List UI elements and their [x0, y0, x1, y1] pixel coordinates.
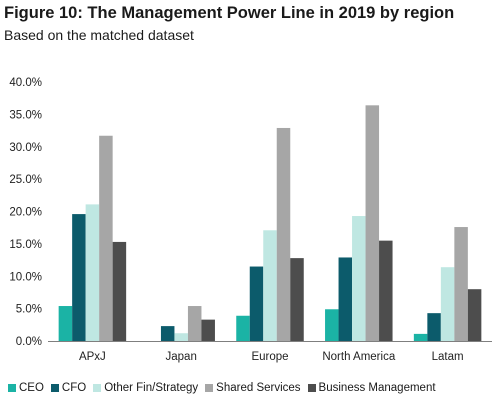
y-tick-label: 35.0% [9, 109, 42, 121]
x-tick-label: APxJ [79, 351, 106, 363]
legend-item: Business Management [307, 382, 436, 394]
legend-label: Other Fin/Strategy [104, 382, 199, 394]
x-tick-label: Japan [166, 351, 197, 363]
bar [454, 227, 468, 341]
bar [413, 333, 428, 341]
bar [99, 135, 113, 341]
bar [365, 105, 380, 341]
legend-swatch [307, 384, 316, 392]
y-tick-label: 30.0% [9, 142, 42, 154]
x-tick-label: Latam [432, 351, 464, 363]
y-tick-label: 40.0% [9, 77, 42, 89]
bar [276, 127, 291, 341]
bar [236, 315, 250, 341]
x-axis: APxJ Japan Europe North America Latam [48, 341, 492, 363]
legend-swatch [205, 384, 214, 392]
bar [263, 230, 277, 341]
chart-subtitle: Based on the matched dataset [4, 27, 194, 43]
bar [338, 257, 353, 341]
y-tick-label: 25.0% [9, 174, 42, 186]
bar [379, 240, 393, 341]
legend-item: Other Fin/Strategy [93, 382, 198, 394]
chart-title: Figure 10: The Management Power Line in … [4, 4, 455, 22]
y-tick-label: 15.0% [9, 239, 42, 251]
bar [440, 267, 455, 341]
bar [187, 306, 202, 341]
bar [249, 266, 264, 341]
bar [160, 326, 175, 341]
legend-item: Shared Services [205, 382, 301, 394]
bar [85, 204, 100, 341]
legend-swatch [93, 384, 102, 392]
legend-label: CEO [19, 382, 44, 394]
bar [174, 333, 188, 341]
legend-item: CEO [8, 382, 44, 394]
legend-item: CFO [50, 382, 87, 394]
y-tick-label: 0.0% [16, 336, 42, 348]
legend-swatch [50, 384, 59, 392]
bar [467, 289, 482, 341]
bar [325, 309, 339, 341]
x-tick-label: North America [322, 351, 395, 363]
bar [352, 216, 366, 341]
legend-label: Shared Services [216, 382, 301, 394]
x-tick-label: Europe [251, 351, 288, 363]
bar [290, 258, 304, 341]
y-tick-label: 5.0% [16, 304, 42, 316]
chart-legend: CEO CFO Other Fin/Strategy Shared Services B… [8, 382, 443, 394]
legend-label: CFO [61, 382, 87, 394]
bars [58, 105, 482, 341]
y-tick-label: 10.0% [9, 271, 42, 283]
bar [201, 319, 215, 341]
y-axis: 0.0% 5.0% 10.0% 15.0% 20.0% 25.0% 30.0% 35.0% 40… [9, 77, 42, 348]
bar [58, 306, 73, 341]
legend-swatch [8, 384, 16, 392]
legend-label: Business Management [318, 382, 436, 394]
bar [112, 241, 127, 341]
bar [72, 214, 86, 341]
y-tick-label: 20.0% [9, 207, 42, 219]
bar [427, 313, 441, 341]
